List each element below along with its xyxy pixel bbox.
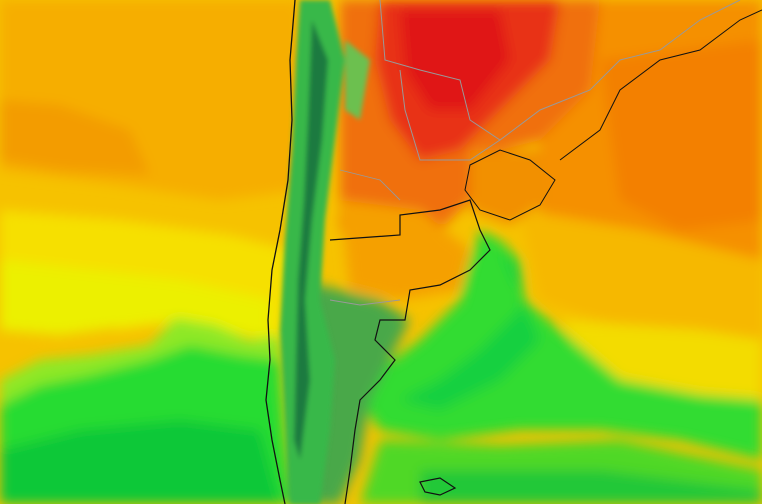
borders [265, 0, 762, 504]
andes [280, 0, 370, 504]
